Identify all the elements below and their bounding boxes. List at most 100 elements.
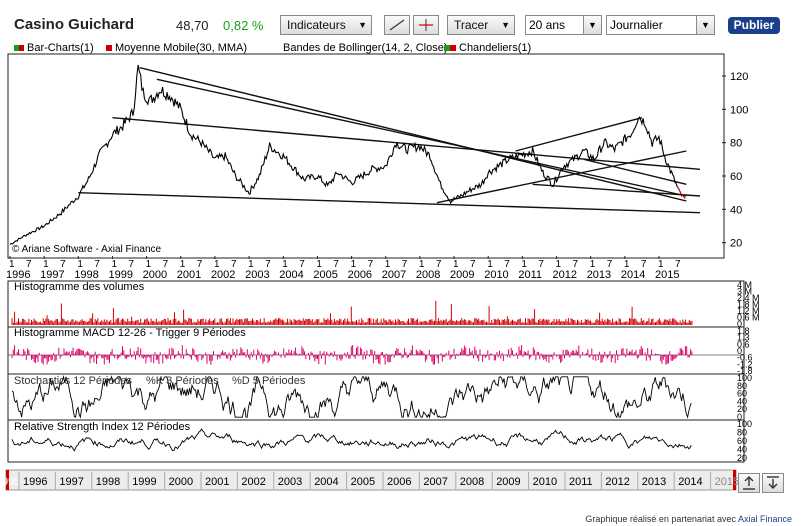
volume-panel: Histogramme des volumes (7, 280, 745, 328)
year-label: 2015 (655, 269, 679, 281)
zoom-in-button[interactable] (762, 473, 784, 493)
y-tick-label: 120 (730, 71, 748, 83)
line-tool-button[interactable] (384, 15, 410, 35)
interval-select[interactable]: Journalier ▼ (606, 15, 715, 35)
stock-change: 0,82 % (223, 18, 264, 33)
trendlines (78, 66, 701, 214)
nav-year-label: 2005 (351, 476, 375, 488)
interval-value: Journalier (610, 18, 663, 32)
panel-tick-label: 1.3 (737, 333, 750, 343)
panel-tick-label: 1.8 (737, 326, 750, 336)
price-series (9, 64, 686, 245)
nav-year-label: 2004 (314, 476, 338, 488)
y-tick-label: 60 (730, 171, 742, 183)
footer-brand-link[interactable]: Axial Finance (737, 514, 792, 524)
legend-item-moving-average: Moyenne Mobile(30, MMA) (106, 42, 247, 54)
panel-title-k: %K 3 Périodes (146, 375, 219, 387)
month-tick-label: 7 (265, 259, 271, 270)
year-label: 1998 (74, 269, 98, 281)
panel-tick-label: 60 (737, 436, 747, 446)
panel-tick-label: 20 (737, 453, 747, 463)
nav-year-label: 1996 (23, 476, 47, 488)
panel-tick-label: 100 (737, 373, 752, 383)
nav-year-label: 2012 (605, 476, 629, 488)
trendline (515, 116, 643, 152)
panel-tick-label: 4 M (737, 280, 752, 290)
nav-year-label: 2001 (205, 476, 229, 488)
y-tick-label: 100 (730, 104, 748, 116)
nav-year-label: 2011 (569, 476, 593, 488)
panel-tick-label: 1.2 M (737, 306, 760, 316)
month-tick-label: 1 (9, 259, 15, 270)
legend-swatch (106, 45, 112, 52)
draw-label: Tracer (454, 18, 489, 32)
panel-tick-label: 60 (737, 389, 747, 399)
legend-item-bar-charts: Bar-Charts(1) (14, 42, 94, 54)
nav-year-label: 2010 (533, 476, 557, 488)
year-label: 1999 (108, 269, 132, 281)
chevron-down-icon[interactable]: ▼ (583, 16, 601, 34)
period-value: 20 ans (529, 18, 566, 32)
draw-button[interactable]: Tracer ▼ (447, 15, 515, 35)
month-tick-label: 1 (624, 259, 630, 270)
panel-tick-label: 40 (737, 396, 747, 406)
legend-swatch (14, 45, 20, 52)
trendline (583, 158, 687, 186)
month-tick-label: 7 (231, 259, 237, 270)
legend-swatch (444, 45, 450, 52)
chevron-down-icon[interactable]: ▼ (696, 16, 714, 34)
nav-year-label: 2007 (423, 476, 447, 488)
panel-tick-label: 0.6 (737, 339, 750, 349)
month-tick-label: 7 (163, 259, 169, 270)
month-tick-label: 7 (197, 259, 203, 270)
publish-button[interactable]: Publier (728, 17, 780, 34)
panel-tick-label: 80 (737, 381, 747, 391)
month-tick-label: 7 (402, 259, 408, 270)
chevron-down-icon: ▼ (358, 20, 367, 30)
panel-tick-label: 20 (737, 404, 747, 414)
month-tick-label: 1 (282, 259, 288, 270)
horizontal-line-icon (419, 19, 433, 31)
stochastic-series (11, 375, 692, 419)
panel-tick-label: -0.6 (737, 353, 753, 363)
panel-title: Histogramme MACD 12-26 - Trigger 9 Pério… (14, 327, 246, 339)
panel-title: Stochastics 12 Périodes (14, 375, 133, 387)
year-label: 2012 (553, 269, 577, 281)
month-tick-label: 1 (316, 259, 322, 270)
period-select[interactable]: 20 ans ▼ (525, 15, 602, 35)
panel-title-d: %D 5 Périodes (232, 375, 306, 387)
panel-tick-label: -1.8 (737, 366, 753, 376)
panel-title: Relative Strength Index 12 Périodes (14, 421, 191, 433)
month-tick-label: 7 (538, 259, 544, 270)
month-tick-label: 1 (556, 259, 562, 270)
legend-item-candlesticks: Chandeliers(1) (444, 42, 531, 54)
indicators-button[interactable]: Indicateurs ▼ (280, 15, 372, 35)
month-tick-label: 7 (128, 259, 134, 270)
trendline (532, 183, 701, 197)
trendline (436, 150, 687, 204)
y-tick-label: 80 (730, 138, 742, 150)
navigator-bar[interactable]: 995 1996 1997 1998 1999 2000 2001 2002 2003 2004 2… (2, 469, 739, 491)
hline-tool-button[interactable] (413, 15, 439, 35)
nav-year-label: 1997 (59, 476, 83, 488)
zoom-out-button[interactable] (738, 473, 760, 493)
trendline (112, 116, 701, 171)
month-tick-label: 7 (436, 259, 442, 270)
stock-price: 48,70 (176, 18, 209, 33)
month-tick-label: 7 (299, 259, 305, 270)
copyright: © Ariane Software - Axial Finance (12, 244, 162, 255)
year-label: 2000 (143, 269, 167, 281)
month-tick-label: 7 (573, 259, 579, 270)
month-tick-label: 1 (146, 259, 152, 270)
month-tick-label: 7 (368, 259, 374, 270)
panel-tick-label: 3 M (737, 287, 752, 297)
price-series-red (676, 186, 686, 199)
year-label: 2005 (313, 269, 337, 281)
nav-year-label: 2013 (642, 476, 666, 488)
year-label: 2006 (348, 269, 372, 281)
panel-tick-label: 0 (737, 319, 742, 329)
y-tick-label: 40 (730, 204, 742, 216)
year-label: 2002 (211, 269, 235, 281)
